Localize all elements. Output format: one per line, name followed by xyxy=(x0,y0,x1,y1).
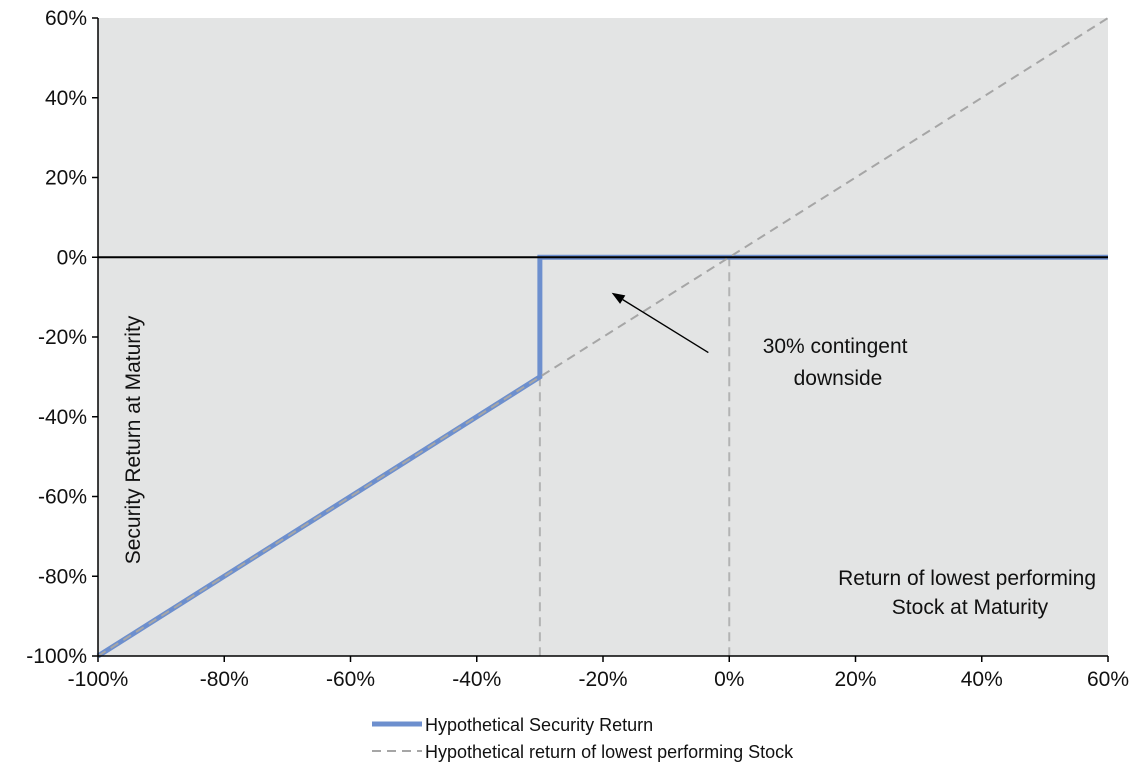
annotation-arrowhead xyxy=(611,292,626,304)
x-tick-label: 40% xyxy=(961,668,1003,691)
annotation-text: 30% contingent downside xyxy=(763,335,914,390)
x-tick-label: -60% xyxy=(326,668,375,691)
y-tick-label: -40% xyxy=(38,406,87,429)
y-tick-label: 40% xyxy=(45,87,87,110)
y-tick-label: -60% xyxy=(38,486,87,509)
legend: Hypothetical Security Return Hypothetica… xyxy=(372,715,794,762)
y-tick-label: 60% xyxy=(45,7,87,30)
legend-label-security-return: Hypothetical Security Return xyxy=(425,715,653,735)
x-axis-ticks: -100% -80% -60% -40% -20% 0% 20% 40% 60% xyxy=(68,656,1129,691)
x-tick-label: 60% xyxy=(1087,668,1129,691)
series-lowest-stock xyxy=(97,17,1109,657)
x-tick-label: 20% xyxy=(834,668,876,691)
y-tick-label: -20% xyxy=(38,326,87,349)
y-axis-ticks: 60% 40% 20% 0% -20% -40% -60% -80% -100% xyxy=(26,7,98,668)
x-tick-label: -80% xyxy=(200,668,249,691)
x-tick-label: -40% xyxy=(452,668,501,691)
x-axis-title: Return of lowest performing Stock at Mat… xyxy=(838,567,1102,619)
x-tick-label: -20% xyxy=(578,668,627,691)
y-tick-label: -80% xyxy=(38,565,87,588)
annotation-arrow xyxy=(622,299,709,354)
annotation-line-2: downside xyxy=(794,367,883,390)
y-tick-label: -100% xyxy=(26,645,87,668)
y-tick-label: 0% xyxy=(57,246,87,269)
legend-label-lowest-stock: Hypothetical return of lowest performing… xyxy=(425,742,794,762)
annotation-line-1: 30% contingent xyxy=(763,335,908,358)
y-tick-label: 20% xyxy=(45,167,87,190)
x-tick-label: -100% xyxy=(68,668,129,691)
y-axis-title: Security Return at Maturity xyxy=(122,315,145,564)
x-axis-title-line-1: Return of lowest performing xyxy=(838,567,1096,590)
x-tick-label: 0% xyxy=(714,668,744,691)
x-axis-title-line-2: Stock at Maturity xyxy=(892,596,1049,619)
